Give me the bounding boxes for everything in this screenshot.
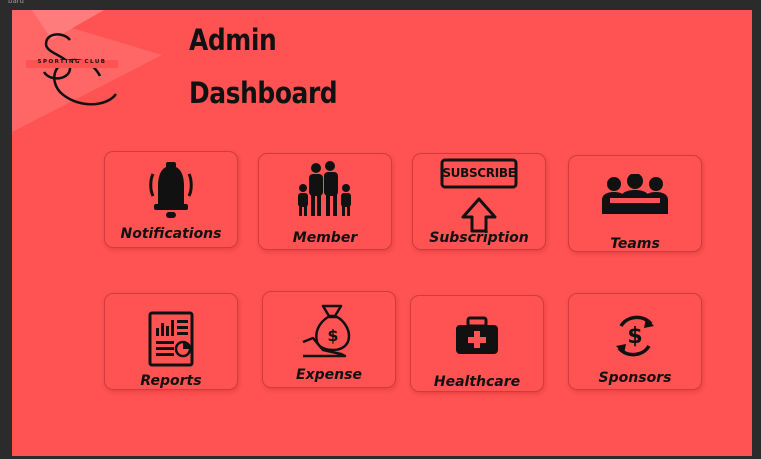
dollar-cycle-icon: $ bbox=[616, 315, 654, 357]
card-label: Sponsors bbox=[598, 370, 672, 386]
card-notifications[interactable]: Notifications bbox=[104, 151, 238, 248]
report-icon bbox=[148, 311, 194, 367]
card-label: Teams bbox=[610, 236, 660, 252]
card-label: Member bbox=[292, 230, 358, 246]
svg-text:$: $ bbox=[627, 324, 642, 349]
subscribe-badge-text: SUBSCRIBE bbox=[442, 166, 516, 180]
card-subscription[interactable]: SUBSCRIBE Subscription bbox=[412, 153, 546, 250]
dashboard-panel: SPORTING CLUB Admin Dashboard Notificati… bbox=[12, 10, 752, 456]
page-title-line2: Dashboard bbox=[189, 76, 338, 110]
family-icon bbox=[298, 161, 351, 216]
sporting-club-logo: SPORTING CLUB bbox=[26, 28, 118, 110]
card-expense[interactable]: $ Expense bbox=[262, 291, 396, 388]
logo-text: SPORTING CLUB bbox=[37, 59, 107, 65]
card-teams[interactable]: Teams bbox=[568, 155, 702, 252]
card-label: Healthcare bbox=[433, 374, 521, 390]
first-aid-kit-icon bbox=[456, 316, 498, 354]
corner-text: bard bbox=[8, 0, 24, 5]
card-label: Subscription bbox=[429, 230, 529, 246]
money-bag-icon: $ bbox=[302, 304, 351, 358]
subscribe-icon bbox=[440, 158, 518, 233]
card-healthcare[interactable]: Healthcare bbox=[410, 295, 544, 392]
bell-icon bbox=[149, 162, 193, 218]
card-label: Notifications bbox=[120, 226, 222, 242]
card-member[interactable]: Member bbox=[258, 153, 392, 250]
card-label: Reports bbox=[140, 373, 202, 389]
page-title-line1: Admin bbox=[189, 23, 277, 57]
team-icon bbox=[602, 174, 668, 214]
card-reports[interactable]: Reports bbox=[104, 293, 238, 390]
window-top-strip: bard bbox=[0, 0, 761, 10]
card-sponsors[interactable]: $ Sponsors bbox=[568, 293, 702, 390]
svg-text:$: $ bbox=[327, 326, 338, 345]
card-label: Expense bbox=[296, 367, 362, 383]
decorative-shapes bbox=[12, 10, 162, 132]
